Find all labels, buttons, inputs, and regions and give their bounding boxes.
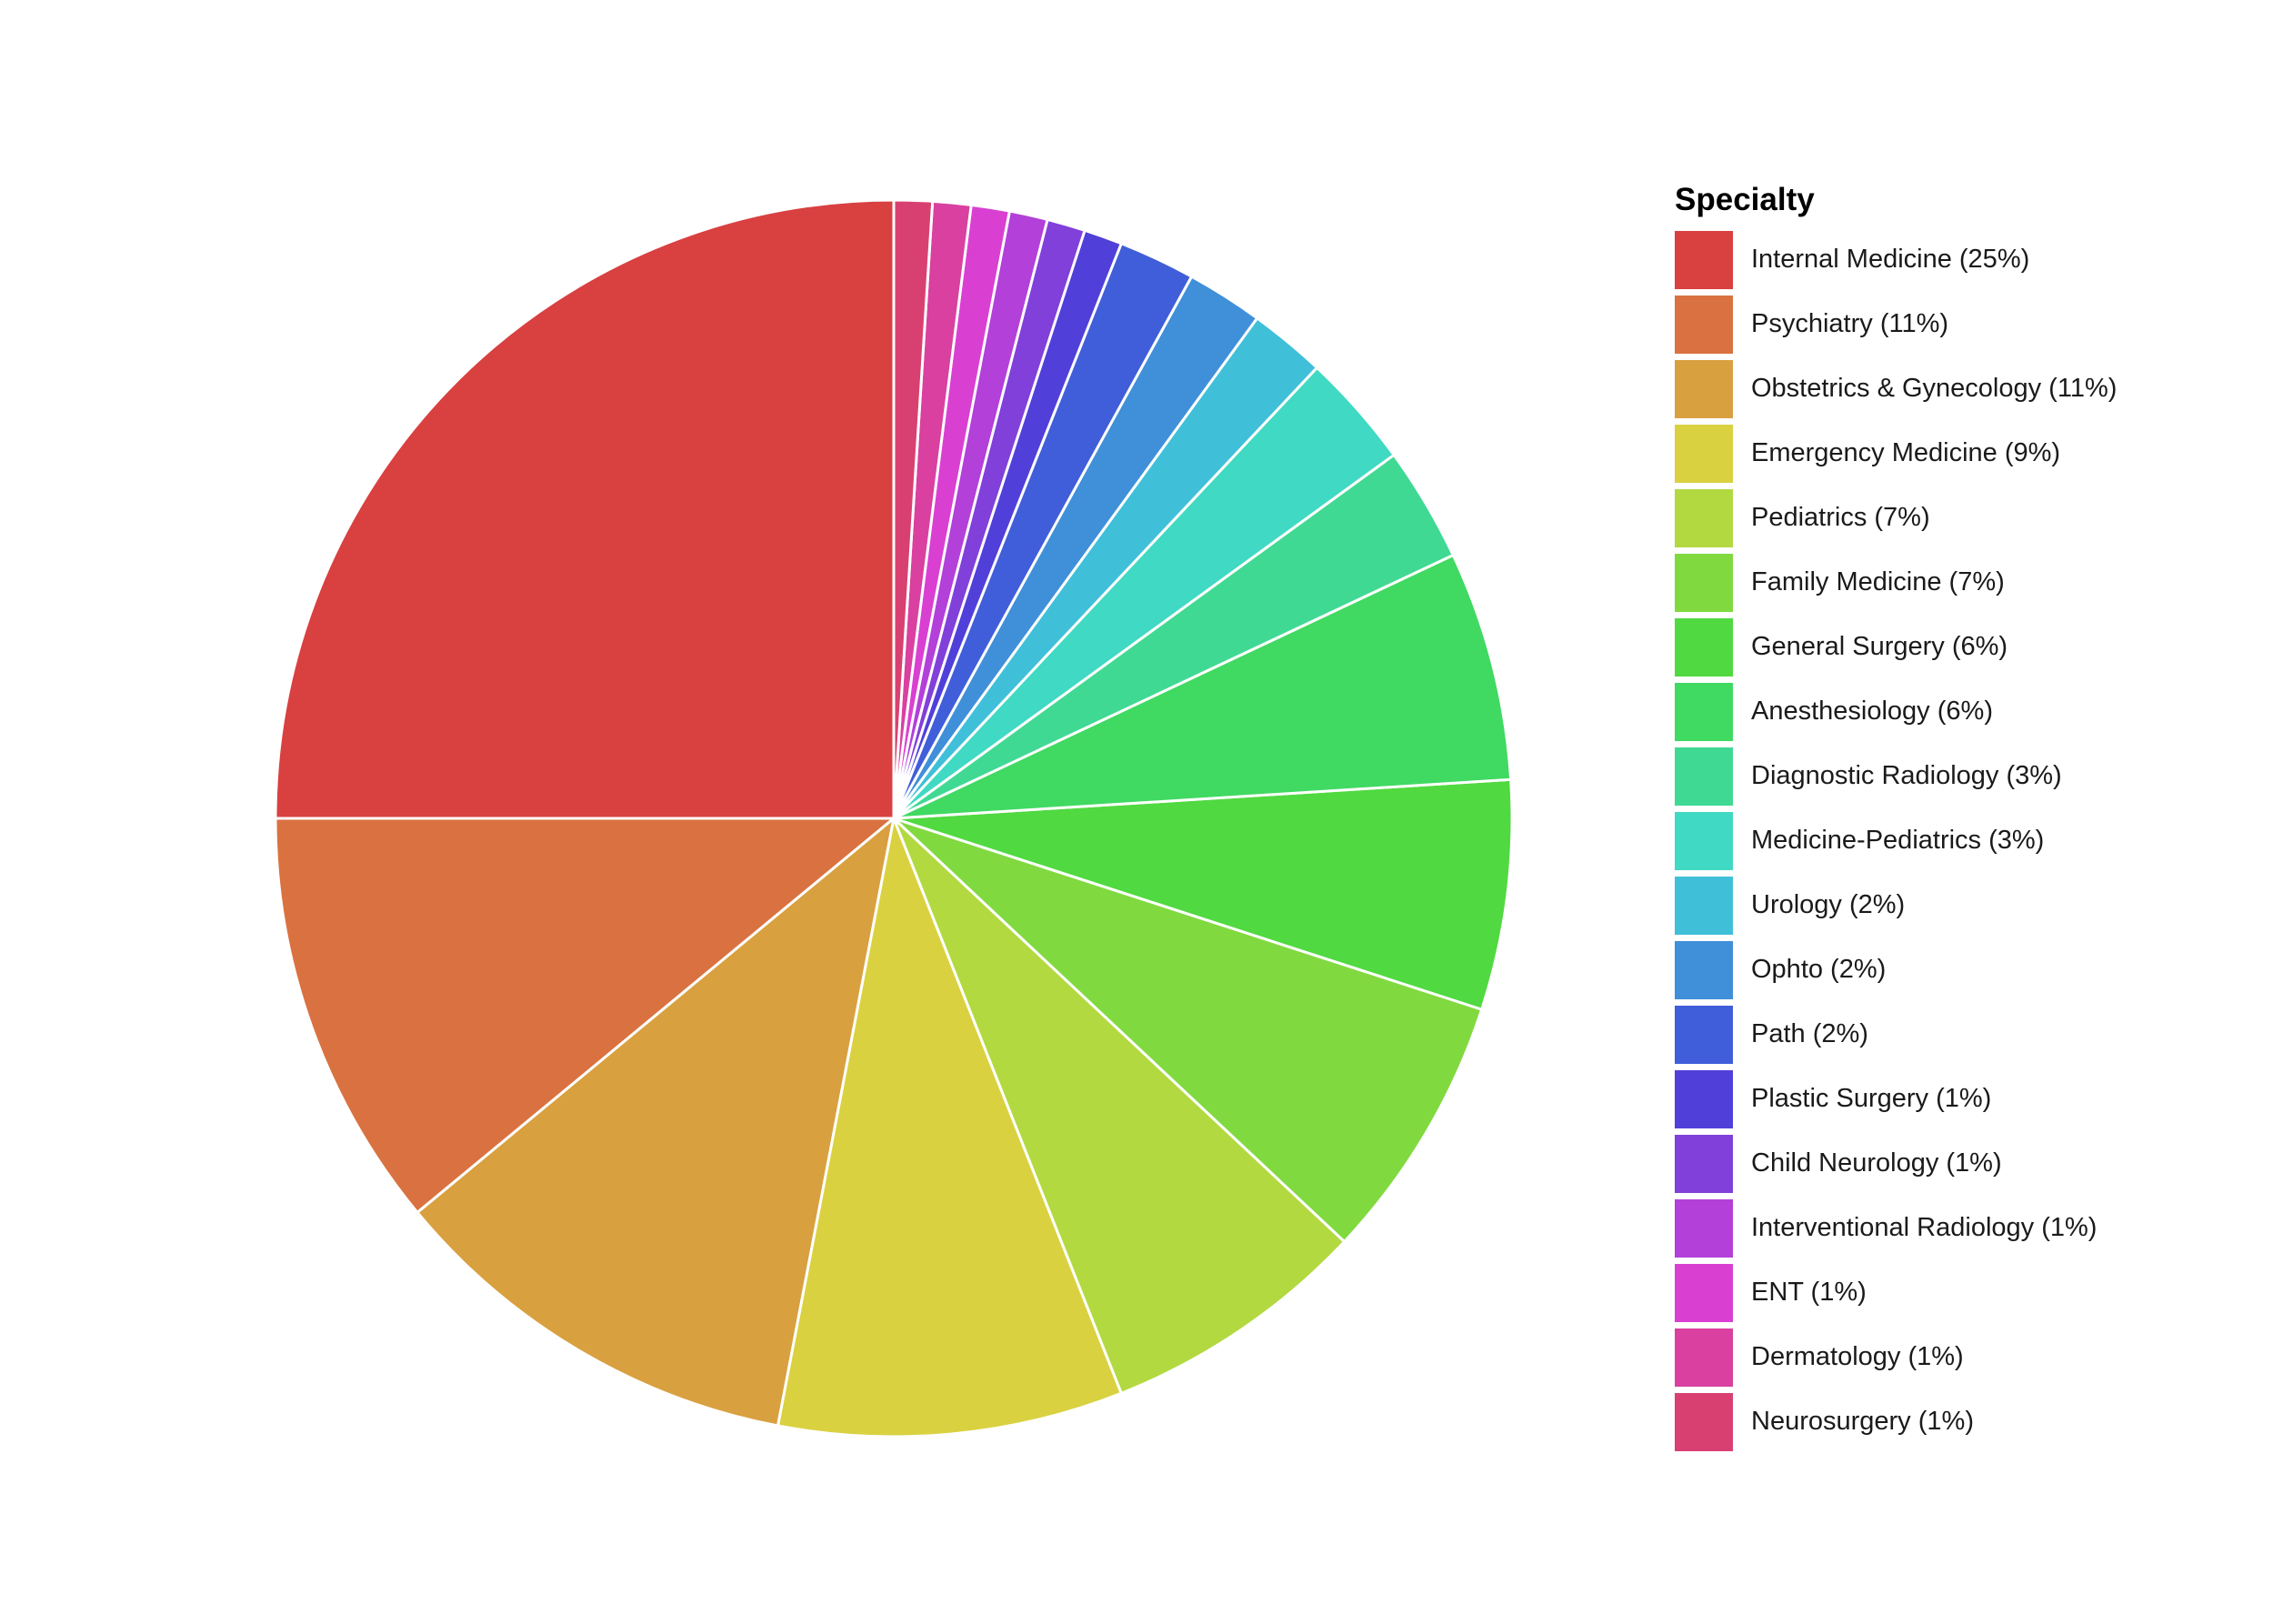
legend-item-medicine-pediatrics: Medicine-Pediatrics (3%)	[1675, 808, 2117, 873]
legend-label: Dermatology (1%)	[1751, 1342, 1964, 1371]
legend-item-anesthesiology: Anesthesiology (6%)	[1675, 679, 2117, 744]
pie-slice-pediatrics	[892, 817, 1347, 1395]
pie-slices	[274, 198, 1514, 1439]
pie-slice-emergency-medicine	[776, 817, 1123, 1439]
pie-slice-general-surgery	[892, 777, 1514, 1011]
legend-item-urology: Urology (2%)	[1675, 873, 2117, 937]
legend-item-interventional-radiology: Interventional Radiology (1%)	[1675, 1196, 2117, 1260]
legend-swatch	[1675, 1134, 1733, 1193]
pie-slice-internal-medicine	[274, 198, 896, 820]
legend-label: Urology (2%)	[1751, 890, 1906, 919]
legend-swatch	[1675, 876, 1733, 935]
legend-swatch	[1675, 1005, 1733, 1064]
pie-slice-psychiatry	[274, 817, 896, 1214]
legend-item-dermatology: Dermatology (1%)	[1675, 1325, 2117, 1389]
legend-item-diagnostic-radiology: Diagnostic Radiology (3%)	[1675, 744, 2117, 808]
legend-swatch	[1675, 1069, 1733, 1128]
legend-item-emergency-medicine: Emergency Medicine (9%)	[1675, 421, 2117, 486]
legend-label: Pediatrics (7%)	[1751, 503, 1930, 532]
legend-label: Child Neurology (1%)	[1751, 1148, 2002, 1178]
legend-label: Ophto (2%)	[1751, 955, 1887, 984]
legend-label: Psychiatry (11%)	[1751, 309, 1949, 338]
legend-item-neurosurgery: Neurosurgery (1%)	[1675, 1389, 2117, 1454]
legend-item-psychiatry: Psychiatry (11%)	[1675, 292, 2117, 356]
legend-label: Path (2%)	[1751, 1019, 1868, 1048]
legend-swatch	[1675, 230, 1733, 289]
legend: Specialty Internal Medicine (25%) Psychia…	[1675, 178, 2117, 1454]
legend-item-internal-medicine: Internal Medicine (25%)	[1675, 227, 2117, 292]
legend-item-child-neurology: Child Neurology (1%)	[1675, 1131, 2117, 1196]
pie-slice-family-medicine	[892, 817, 1484, 1243]
legend-swatch	[1675, 747, 1733, 806]
legend-item-obstetrics-and-gynecology: Obstetrics & Gynecology (11%)	[1675, 356, 2117, 421]
legend-title: Specialty	[1675, 182, 1815, 217]
legend-label: Family Medicine (7%)	[1751, 567, 2005, 596]
pie-slice-neurosurgery	[892, 198, 935, 820]
legend-label: Anesthesiology (6%)	[1751, 697, 1993, 726]
pie-slice-anesthesiology	[892, 553, 1513, 820]
legend-label: Internal Medicine (25%)	[1751, 245, 2030, 274]
legend-item-general-surgery: General Surgery (6%)	[1675, 615, 2117, 679]
legend-swatch	[1675, 940, 1733, 999]
legend-swatch	[1675, 617, 1733, 677]
legend-label: Medicine-Pediatrics (3%)	[1751, 826, 2045, 855]
legend-label: Interventional Radiology (1%)	[1751, 1213, 2098, 1242]
legend-swatch	[1675, 295, 1733, 354]
legend-item-plastic-surgery: Plastic Surgery (1%)	[1675, 1067, 2117, 1131]
legend-item-ent: ENT (1%)	[1675, 1260, 2117, 1325]
legend-item-family-medicine: Family Medicine (7%)	[1675, 550, 2117, 615]
legend-item-ophto: Ophto (2%)	[1675, 937, 2117, 1002]
legend-item-pediatrics: Pediatrics (7%)	[1675, 486, 2117, 550]
legend-label: Plastic Surgery (1%)	[1751, 1084, 1992, 1113]
legend-swatch	[1675, 553, 1733, 612]
legend-label: Diagnostic Radiology (3%)	[1751, 761, 2062, 790]
pie-slice-obstetrics-and-gynecology	[416, 817, 896, 1428]
legend-label: Neurosurgery (1%)	[1751, 1407, 1974, 1436]
legend-item-path: Path (2%)	[1675, 1002, 2117, 1067]
legend-label: ENT (1%)	[1751, 1278, 1867, 1307]
legend-swatch	[1675, 811, 1733, 870]
legend-label: Obstetrics & Gynecology (11%)	[1751, 374, 2118, 403]
legend-swatch	[1675, 359, 1733, 418]
legend-label: General Surgery (6%)	[1751, 632, 2008, 661]
legend-label: Emergency Medicine (9%)	[1751, 438, 2061, 467]
legend-swatch	[1675, 424, 1733, 483]
legend-swatch	[1675, 488, 1733, 547]
legend-swatch	[1675, 1392, 1733, 1451]
legend-swatch	[1675, 1328, 1733, 1387]
legend-swatch	[1675, 682, 1733, 741]
legend-swatch	[1675, 1198, 1733, 1258]
legend-items: Internal Medicine (25%) Psychiatry (11%) O…	[1675, 227, 2117, 1454]
legend-swatch	[1675, 1263, 1733, 1322]
